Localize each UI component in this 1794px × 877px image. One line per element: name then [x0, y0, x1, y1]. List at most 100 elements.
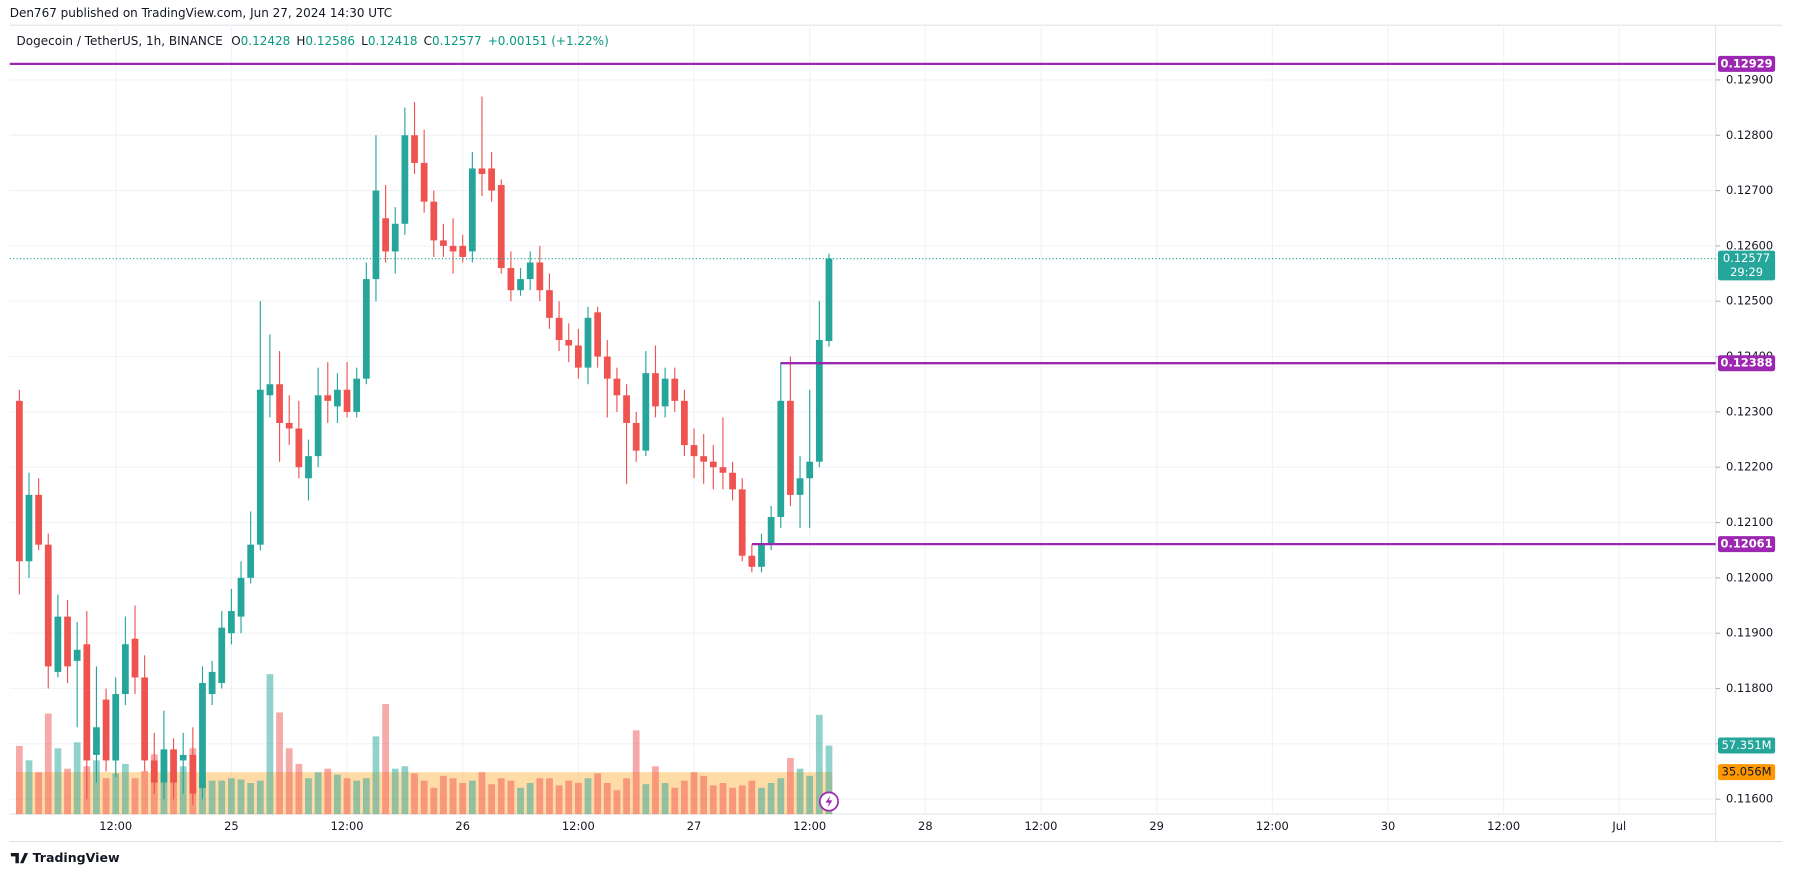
- volume-bar: [603, 783, 611, 815]
- candle-body: [353, 378, 361, 412]
- candle-body: [825, 258, 833, 342]
- volume-bar: [324, 768, 332, 815]
- candle-body: [719, 467, 727, 473]
- volume-bar: [228, 778, 235, 815]
- level-badge: [1717, 55, 1776, 72]
- ohlc-value: 0.12586: [305, 34, 355, 48]
- volume-bar: [440, 775, 447, 815]
- candle-body: [314, 395, 322, 457]
- x-tick-label: 27: [687, 819, 702, 833]
- candle-body: [681, 400, 688, 446]
- volume-bar: [218, 780, 226, 815]
- volume-bar: [671, 787, 679, 815]
- candle-body: [15, 400, 23, 562]
- volume-bar: [815, 714, 823, 815]
- y-tick-label: 0.12200: [1726, 460, 1773, 474]
- ohlc-value: 0.12428: [241, 34, 291, 48]
- candle-body: [83, 644, 91, 761]
- candle-body: [546, 290, 553, 318]
- ohlc-key: O: [231, 34, 240, 48]
- volume-bar: [613, 790, 621, 815]
- volume-bar: [382, 704, 389, 815]
- volume-bar: [131, 778, 139, 815]
- candle-body: [671, 378, 679, 401]
- candle-body: [276, 384, 283, 423]
- volume-bar: [420, 780, 428, 815]
- volume-bar: [15, 745, 23, 815]
- candle-body: [623, 395, 630, 423]
- volume-bar: [565, 780, 573, 815]
- volume-bar: [825, 745, 833, 815]
- x-tick-label: 30: [1381, 819, 1396, 833]
- candle-body: [102, 699, 110, 761]
- x-tick-label: 12:00: [1025, 819, 1058, 833]
- volume-bar: [449, 778, 457, 815]
- volume-bar: [642, 784, 650, 815]
- candle-body: [295, 428, 303, 468]
- candle-body: [632, 422, 640, 451]
- level-badge: [1717, 355, 1776, 372]
- candle-body: [324, 395, 332, 401]
- ohlc-value: 0.12577: [432, 34, 482, 48]
- volume-bar: [796, 768, 804, 815]
- candle-body: [218, 627, 226, 683]
- candle-body: [199, 682, 206, 789]
- volume-bar: [536, 778, 544, 815]
- x-tick-label: 12:00: [1256, 819, 1289, 833]
- candle-body: [150, 760, 158, 783]
- brand: TradingView: [33, 850, 120, 865]
- candle-body: [411, 135, 418, 163]
- candle-body: [35, 494, 42, 545]
- candle-body: [131, 638, 139, 678]
- level-label: 0.12061: [1721, 537, 1773, 551]
- candle-body: [806, 461, 814, 479]
- candle-body: [391, 223, 399, 252]
- candle-body: [642, 373, 650, 451]
- candle-body: [738, 489, 746, 556]
- candle-body: [767, 517, 775, 545]
- volume-bar: [401, 766, 409, 815]
- x-tick-label: 12:00: [793, 819, 826, 833]
- volume-bar: [787, 757, 794, 815]
- countdown: 29:29: [1730, 265, 1763, 279]
- candle-body: [401, 135, 409, 224]
- volume-bar: [372, 736, 380, 815]
- candle-body: [343, 389, 351, 412]
- volume-bar: [314, 772, 322, 815]
- candle-body: [459, 245, 467, 257]
- volume-bar: [700, 775, 708, 815]
- legend: Dogecoin / TetherUS, 1h, BINANCE O0.1242…: [17, 34, 609, 48]
- candle-body: [661, 378, 669, 407]
- volume-bar: [517, 787, 524, 815]
- volume-bar: [488, 784, 495, 815]
- volume-bar: [285, 748, 293, 815]
- volume-bar: [584, 778, 592, 815]
- y-tick-label: 0.11900: [1726, 626, 1773, 640]
- x-tick-label: 29: [1149, 819, 1164, 833]
- candle-body: [787, 400, 794, 495]
- candle-body: [536, 262, 544, 291]
- volume-bar: [748, 780, 756, 815]
- volume-bar: [738, 785, 746, 815]
- candle-body: [170, 749, 177, 783]
- candle-body: [430, 201, 438, 241]
- y-tick-label: 0.12700: [1726, 183, 1773, 197]
- candle-body: [237, 577, 245, 617]
- volume-bar: [362, 778, 370, 815]
- volume-bar: [25, 760, 33, 815]
- candle-body: [690, 445, 698, 457]
- x-tick-label: 12:00: [1487, 819, 1520, 833]
- candle-body: [497, 185, 505, 269]
- candle-body: [247, 544, 255, 578]
- candle-body: [507, 268, 515, 291]
- volume-bar: [141, 771, 149, 815]
- candle-body: [478, 168, 486, 174]
- volume-bar: [102, 778, 110, 815]
- volume-badge: [1717, 737, 1776, 754]
- candle-body: [709, 461, 717, 468]
- candle-body: [285, 422, 293, 429]
- y-tick-label: 0.12000: [1726, 570, 1773, 584]
- candle-body: [93, 727, 100, 755]
